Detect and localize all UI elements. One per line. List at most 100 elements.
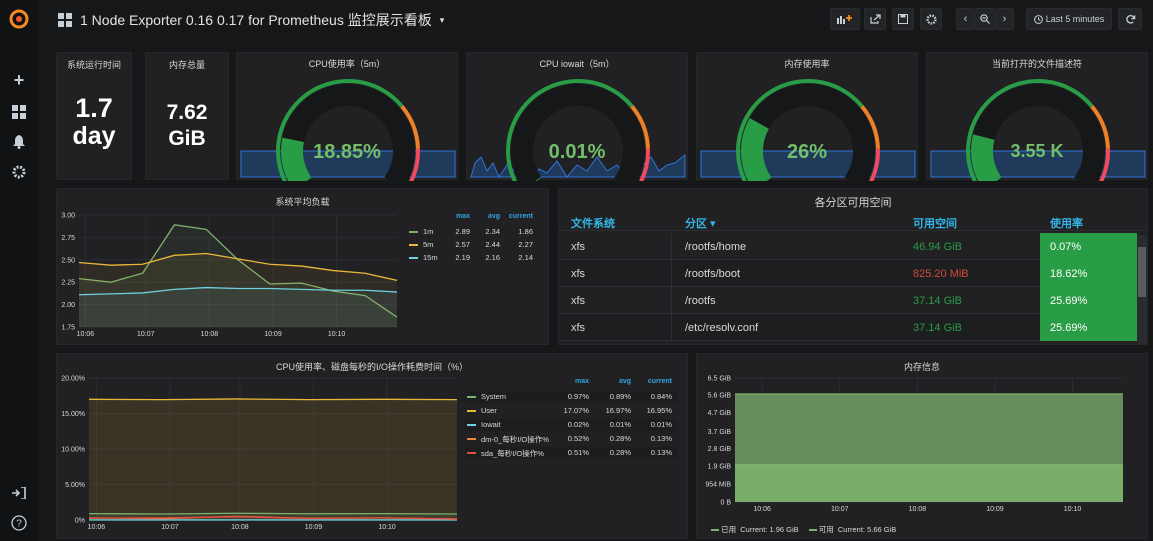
legend-item[interactable]: dm-0_每秒I/O操作% 0.52% 0.28% 0.13% — [465, 433, 677, 445]
legend-max: 0.97% — [567, 392, 589, 401]
dashboard-title[interactable]: 1 Node Exporter 0.16 0.17 for Prometheus… — [58, 10, 444, 30]
mem-total-unit: GiB — [168, 127, 206, 150]
cell-usage-bg — [1040, 287, 1137, 314]
bell-icon[interactable] — [0, 132, 38, 152]
series-area — [79, 224, 397, 327]
legend-swatch — [467, 396, 476, 398]
cell-usage: 0.07% — [1050, 241, 1082, 253]
file-descriptors-gauge-panel: 当前打开的文件描述符 3.55 K — [926, 52, 1148, 181]
cell-divider — [671, 233, 672, 260]
cell-fs: xfs — [571, 322, 586, 334]
legend-swatch — [467, 452, 476, 454]
chevron-right-icon: › — [1002, 13, 1007, 25]
legend-max: 0.51% — [567, 448, 589, 457]
table-row[interactable]: xfs /rootfs/boot 825.20 MiB 18.62% — [559, 260, 1137, 287]
legend-swatch — [409, 231, 418, 233]
file-descriptors-gauge — [930, 79, 1146, 181]
signin-icon[interactable] — [0, 483, 38, 503]
cell-usage: 18.62% — [1050, 268, 1088, 280]
y-tick-label: 6.5 GiB — [708, 376, 732, 383]
legend-item[interactable]: sda_每秒I/O操作% 0.51% 0.28% 0.13% — [465, 447, 677, 459]
add-panel-icon — [837, 15, 852, 24]
refresh-button[interactable] — [1118, 8, 1142, 30]
legend-max: 0.52% — [567, 434, 589, 443]
load-title: 系统平均负载 — [275, 197, 330, 207]
mem-total-title: 内存总量 — [168, 60, 205, 70]
legend-item[interactable]: 15m 2.19 2.16 2.14 — [409, 253, 539, 264]
series-line — [78, 252, 398, 282]
legend-max: 17.07% — [563, 406, 589, 415]
column-header-free[interactable]: 可用空间 — [913, 218, 957, 230]
time-picker-button[interactable]: Last 5 minutes — [1026, 8, 1112, 30]
share-button[interactable] — [864, 8, 886, 30]
help-icon[interactable]: ? — [0, 513, 38, 533]
x-tick-label: 10:06 — [88, 524, 106, 531]
legend-series-name: 已用 — [721, 525, 737, 534]
column-header-mount[interactable]: 分区 ▾ — [685, 218, 716, 230]
column-header-usage[interactable]: 使用率 — [1050, 218, 1083, 230]
dashboards-icon[interactable] — [0, 102, 38, 122]
cell-free: 825.20 MiB — [913, 268, 969, 280]
legend-series-name: System — [481, 392, 507, 401]
memory-title: 内存信息 — [903, 362, 940, 372]
time-back-button[interactable]: ‹ — [956, 8, 974, 30]
dashboard-grid-icon — [58, 13, 72, 27]
mem-usage-gauge-panel: 内存使用率 26% — [696, 52, 918, 181]
legend-item[interactable]: 可用 Current: 5.66 GiB — [808, 524, 896, 535]
table-row[interactable]: xfs /etc/resolv.conf 37.14 GiB 25.69% — [559, 314, 1137, 341]
time-forward-button[interactable]: › — [996, 8, 1014, 30]
sidebar: + ? — [0, 0, 38, 541]
y-tick-label: 10.00% — [61, 447, 85, 454]
mem-total-panel: 内存总量 7.62 GiB — [145, 52, 229, 180]
gauge-title: 当前打开的文件描述符 — [991, 59, 1082, 69]
gauge-threshold-green — [736, 79, 864, 181]
uptime-panel: 系统运行时间 1.7 day — [56, 52, 132, 180]
settings-button[interactable] — [920, 8, 942, 30]
gauge-threshold-red — [1098, 148, 1110, 181]
add-panel-button[interactable] — [830, 8, 860, 30]
legend-item[interactable]: Iowait 0.02% 0.01% 0.01% — [465, 419, 677, 431]
legend-item[interactable]: User 17.07% 16.97% 16.95% — [465, 405, 677, 417]
memory-chart: 6.5 GiB 5.6 GiB 4.7 GiB 3.7 GiB 2.8 GiB 1.9 G… — [705, 376, 1123, 513]
legend-item[interactable]: System 0.97% 0.89% 0.84% — [465, 391, 677, 403]
legend-current: 2.14 — [518, 253, 533, 262]
gauge-threshold-red — [638, 148, 650, 181]
cell-fs: xfs — [571, 268, 586, 280]
plus-icon[interactable]: + — [13, 69, 25, 90]
x-tick-label: 10:08 — [231, 524, 249, 531]
legend-item[interactable]: 已用 Current: 1.96 GiB — [711, 524, 799, 535]
gear-icon — [925, 13, 937, 25]
gear-icon[interactable] — [0, 162, 38, 182]
grafana-logo-icon[interactable] — [0, 6, 38, 32]
zoom-out-icon — [980, 14, 990, 24]
cell-free: 37.14 GiB — [913, 295, 962, 307]
partitions-panel: 各分区可用空间 文件系统 分区 ▾ 可用空间 使用率 xfs /rootfs/h… — [558, 188, 1148, 345]
gauge-value: 0.01% — [548, 141, 606, 163]
legend-item[interactable]: 5m 2.57 2.44 2.27 — [409, 240, 539, 251]
gauge-threshold-green — [276, 79, 404, 181]
y-tick-label: 2.25 — [61, 280, 75, 287]
legend-avg: 0.89% — [609, 392, 631, 401]
y-tick-label: 3.00 — [61, 213, 75, 220]
cpu-iowait-gauge-panel: CPU iowait（5m） 0.01% — [466, 52, 688, 181]
legend-swatch — [409, 244, 418, 246]
scrollbar-thumb[interactable] — [1138, 247, 1146, 297]
gauge-title: CPU使用率（5m） — [308, 59, 386, 69]
series-area — [89, 398, 457, 520]
legend-swatch — [467, 424, 476, 426]
cell-free: 37.14 GiB — [913, 322, 962, 334]
legend-item[interactable]: 1m 2.89 2.34 1.86 — [409, 227, 539, 238]
column-header-fs[interactable]: 文件系统 — [571, 218, 615, 230]
legend-header-current: current — [647, 378, 672, 385]
table-row[interactable]: xfs /rootfs 37.14 GiB 25.69% — [559, 287, 1137, 314]
table-row[interactable]: xfs /rootfs/home 46.94 GiB 0.07% — [559, 233, 1137, 260]
cpu-disk-chart: 20.00% 15.00% 10.00% 5.00% 0%10:06 10:07 10:08… — [61, 376, 458, 531]
gauge-value: 26% — [786, 141, 828, 163]
save-button[interactable] — [892, 8, 914, 30]
gauge-threshold-red — [868, 148, 880, 181]
zoom-out-button[interactable] — [974, 8, 996, 30]
series-line — [78, 286, 398, 296]
scrollbar[interactable] — [1137, 235, 1147, 344]
legend-series-name: dm-0_每秒I/O操作% — [481, 435, 549, 444]
